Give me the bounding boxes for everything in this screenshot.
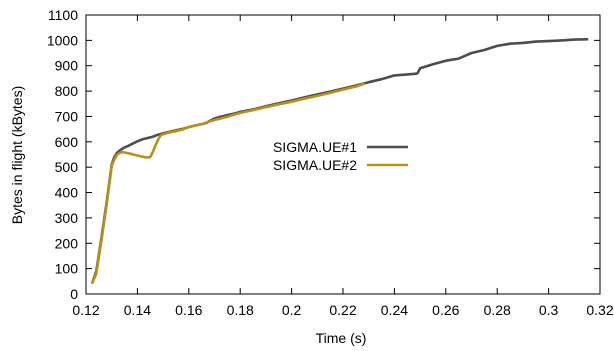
x-tick-label: 0.32 [586, 302, 613, 318]
x-tick-label: 0.26 [432, 302, 459, 318]
x-axis-label: Time (s) [316, 330, 367, 346]
legend-label-2: SIGMA.UE#2 [273, 157, 357, 173]
y-tick-label: 900 [55, 58, 79, 74]
y-tick-label: 400 [55, 185, 79, 201]
x-tick-label: 0.18 [227, 302, 254, 318]
y-tick-label: 700 [55, 108, 79, 124]
series-line-2 [91, 82, 365, 284]
x-tick-label: 0.12 [72, 302, 99, 318]
x-tick-label: 0.2 [282, 302, 302, 318]
y-axis-label: Bytes in flight (kBytes) [9, 86, 25, 225]
legend: SIGMA.UE#1 SIGMA.UE#2 [273, 139, 408, 173]
axis-ticks [85, 14, 601, 295]
x-tick-label: 0.24 [381, 302, 408, 318]
x-tick-label: 0.28 [484, 302, 511, 318]
legend-label-1: SIGMA.UE#1 [273, 139, 357, 155]
x-tick-label: 0.14 [124, 302, 151, 318]
x-tick-label: 0.22 [329, 302, 356, 318]
y-tick-label: 200 [55, 235, 79, 251]
x-tick-label: 0.3 [539, 302, 559, 318]
y-tick-label: 1000 [47, 32, 78, 48]
y-tick-label: 1100 [48, 7, 78, 23]
y-tick-label: 300 [55, 210, 79, 226]
y-tick-label: 600 [55, 134, 79, 150]
y-tick-label: 100 [55, 261, 79, 277]
x-tick-label: 0.16 [175, 302, 202, 318]
y-tick-label: 500 [55, 159, 79, 175]
y-tick-label: 800 [55, 83, 79, 99]
y-tick-label: 0 [70, 286, 78, 302]
series-lines [91, 37, 589, 284]
tick-labels: 0.12 0.14 0.16 0.18 0.2 0.22 0.24 0.26 0.28 0.3 0.… [47, 7, 614, 318]
